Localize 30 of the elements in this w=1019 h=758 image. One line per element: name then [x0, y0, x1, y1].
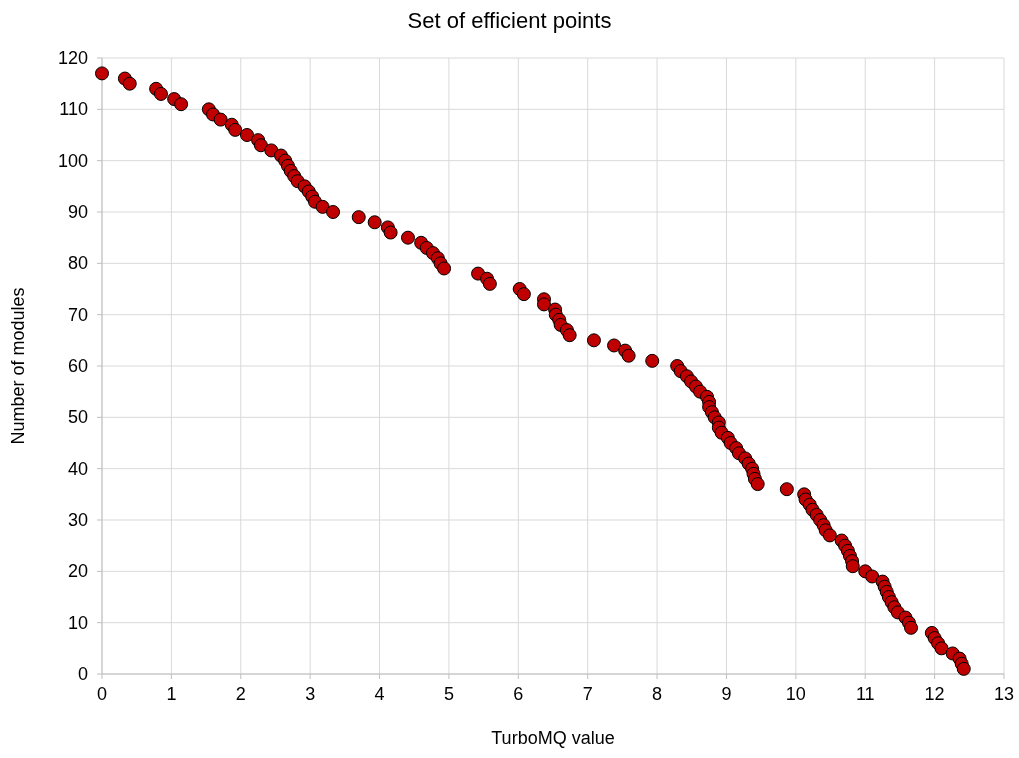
y-tick-label: 110	[59, 99, 88, 120]
x-tick-label: 13	[993, 684, 1015, 704]
x-tick-label: 12	[924, 684, 945, 704]
y-tick-label: 10	[67, 612, 88, 633]
x-tick-label: 0	[96, 684, 108, 704]
y-tick-label: 70	[67, 304, 88, 325]
chart-title: Set of efficient points	[407, 8, 612, 33]
x-tick-label: 10	[785, 684, 806, 704]
y-tick-label: 40	[67, 458, 88, 479]
y-axis-title: Number of modules	[8, 287, 28, 445]
y-tick-label: 80	[67, 253, 88, 274]
x-tick-label: 7	[582, 684, 593, 704]
y-tick-label: 0	[77, 664, 88, 684]
x-tick-label: 6	[513, 684, 524, 704]
x-tick-label: 11	[855, 684, 875, 704]
y-tick-label: 20	[67, 561, 88, 582]
y-tick-label: 50	[67, 407, 88, 428]
x-tick-label: 9	[721, 684, 732, 704]
y-tick-label: 120	[57, 48, 88, 68]
x-tick-label: 8	[652, 684, 663, 704]
y-tick-label: 60	[67, 356, 88, 376]
x-tick-label: 3	[305, 684, 316, 704]
y-tick-label: 90	[67, 202, 88, 222]
x-tick-label: 4	[374, 684, 385, 704]
x-tick-label: 5	[443, 684, 454, 704]
y-tick-label: 30	[67, 510, 88, 530]
x-tick-label: 1	[166, 684, 177, 704]
x-tick-label: 2	[235, 684, 246, 704]
x-axis-title: TurboMQ value	[491, 728, 615, 748]
y-tick-label: 100	[57, 150, 88, 171]
